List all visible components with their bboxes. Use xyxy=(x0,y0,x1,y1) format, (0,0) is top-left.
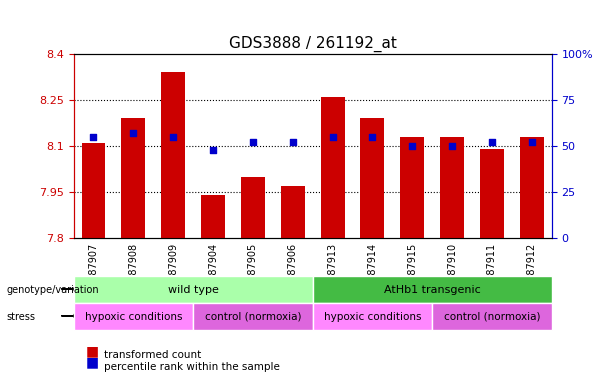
Point xyxy=(208,147,218,153)
Text: transformed count: transformed count xyxy=(104,350,202,360)
Bar xyxy=(281,186,305,238)
FancyArrow shape xyxy=(61,287,80,291)
Text: ■: ■ xyxy=(86,344,99,358)
Text: ■: ■ xyxy=(86,356,99,370)
Bar xyxy=(201,195,225,238)
Bar xyxy=(82,143,105,238)
Point xyxy=(407,143,417,149)
Bar xyxy=(321,97,345,238)
Title: GDS3888 / 261192_at: GDS3888 / 261192_at xyxy=(229,36,397,52)
Text: AtHb1 transgenic: AtHb1 transgenic xyxy=(384,285,481,295)
Point xyxy=(168,134,178,140)
Point xyxy=(248,139,258,145)
Point xyxy=(88,134,98,140)
Text: hypoxic conditions: hypoxic conditions xyxy=(85,312,182,322)
Bar xyxy=(520,137,544,238)
Text: control (normoxia): control (normoxia) xyxy=(444,312,540,322)
Bar xyxy=(400,137,424,238)
Text: percentile rank within the sample: percentile rank within the sample xyxy=(104,362,280,372)
Bar xyxy=(360,118,384,238)
Bar xyxy=(241,177,265,238)
Bar xyxy=(440,137,464,238)
Text: genotype/variation: genotype/variation xyxy=(6,285,99,295)
Point xyxy=(368,134,378,140)
Bar xyxy=(121,118,145,238)
Point xyxy=(487,139,497,145)
Text: stress: stress xyxy=(6,312,35,322)
Point xyxy=(129,130,139,136)
Bar xyxy=(161,72,185,238)
Point xyxy=(447,143,457,149)
Point xyxy=(288,139,298,145)
Text: control (normoxia): control (normoxia) xyxy=(205,312,301,322)
Text: hypoxic conditions: hypoxic conditions xyxy=(324,312,421,322)
Point xyxy=(328,134,338,140)
Text: wild type: wild type xyxy=(168,285,218,295)
FancyArrow shape xyxy=(61,314,80,318)
Point xyxy=(527,139,537,145)
Bar xyxy=(480,149,504,238)
